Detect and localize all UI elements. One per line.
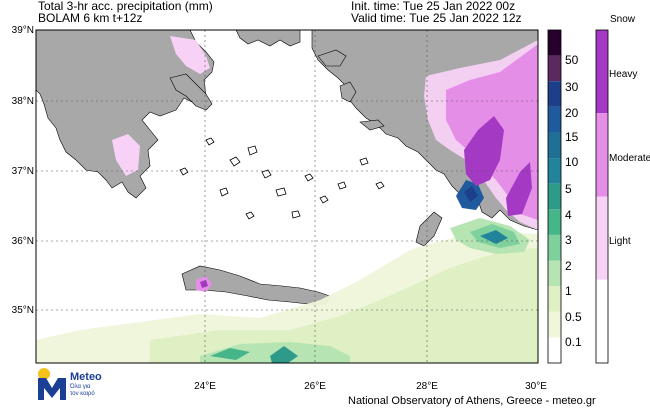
lon-label-30: 30°E [525,381,547,392]
samos-island [359,119,385,131]
precip-extreme-core [464,186,478,202]
colorbar-segment [548,30,561,56]
snow-label-light: Light [609,236,631,247]
colorbar-segment [548,286,561,312]
colorbar-label-0.5: 0.5 [565,310,582,324]
colorbar-label-15: 15 [565,130,579,144]
colorbar-label-0.1: 0.1 [565,335,582,349]
lat-label-35: 35°N [11,305,34,316]
model-label: BOLAM 6 km t+12z [38,11,143,25]
colorbar-segment [548,81,561,107]
meteo-logo-tagline-2: τον καιρό [70,391,95,397]
chios-island [339,81,357,103]
north-aegean-coast [235,30,301,47]
precip-area-south-mid [150,248,538,363]
cyclades-islands [179,137,385,220]
snow-bar-segment [596,196,608,280]
colorbar-label-30: 30 [565,80,579,94]
snow-light-greece [170,36,210,74]
meteo-logo-icon [38,368,66,400]
colorbar-segment [548,260,561,287]
colorbar-label-20: 20 [565,106,579,120]
lat-label-38: 38°N [11,96,34,107]
init-time: Init. time: Tue 25 Jan 2022 00z [351,0,516,13]
colorbar-segment [548,158,561,184]
snow-colorbar [595,29,609,364]
colorbar-label-50: 50 [565,53,579,67]
snow-heavy-turkey [464,116,504,186]
lat-label-36: 36°N [11,236,34,247]
meteo-logo-name: Meteo [70,371,102,383]
map-frame [35,29,539,364]
precipitation-colorbar [547,29,562,364]
colorbar-segment [548,106,561,133]
colorbar-label-3: 3 [565,233,572,247]
lon-label-28: 28°E [416,381,438,392]
colorbar-segment [548,209,561,235]
colorbar-label-4: 4 [565,208,572,222]
colorbar-label-10: 10 [565,155,579,169]
lon-label-24: 24°E [194,381,216,392]
precip-core-south [210,348,250,360]
colorbar-segment [548,337,561,363]
rhodes-island [415,211,443,247]
meteo-logo-tagline-1: Όλα για [70,384,91,390]
snow-light-peloponnese [112,134,140,176]
colorbar-label-2: 2 [565,259,572,273]
map-gridlines [36,30,538,363]
colorbar-label-1: 1 [565,284,572,298]
colorbar-segment [548,234,561,261]
colorbar-label-5: 5 [565,182,572,196]
chart-title: Total 3-hr acc. precipitation (mm) [38,0,213,13]
colorbar-segment [548,132,561,159]
colorbar-segment [548,183,561,210]
snow-crete-core [200,280,208,288]
lon-label-26: 26°E [304,381,326,392]
snow-bar-frame [595,29,609,364]
precip-core-east-dark [480,230,508,244]
snow-bar-segment [596,30,608,114]
snow-label-moderate: Moderate [609,153,650,164]
lat-label-37: 37°N [11,166,34,177]
precip-core-south2 [270,346,298,363]
greece-mainland [36,30,215,199]
colorbar-segment [548,311,561,338]
snow-bar-segment [596,113,608,197]
valid-time: Valid time: Tue 25 Jan 2022 12z [351,11,522,25]
snow-bar-segment [596,279,608,363]
snow-bar-title: Snow [610,14,636,25]
footer-credit: National Observatory of Athens, Greece -… [348,395,596,407]
lesvos-island [317,49,347,67]
meteo-logo: Meteo Όλα για τον καιρό [36,364,136,404]
lat-label-39: 39°N [11,25,34,36]
colorbar-frame [547,29,562,364]
colorbar-segment [548,55,561,82]
snow-heavy-turkey-east [506,162,532,216]
snow-label-heavy: Heavy [609,69,638,80]
